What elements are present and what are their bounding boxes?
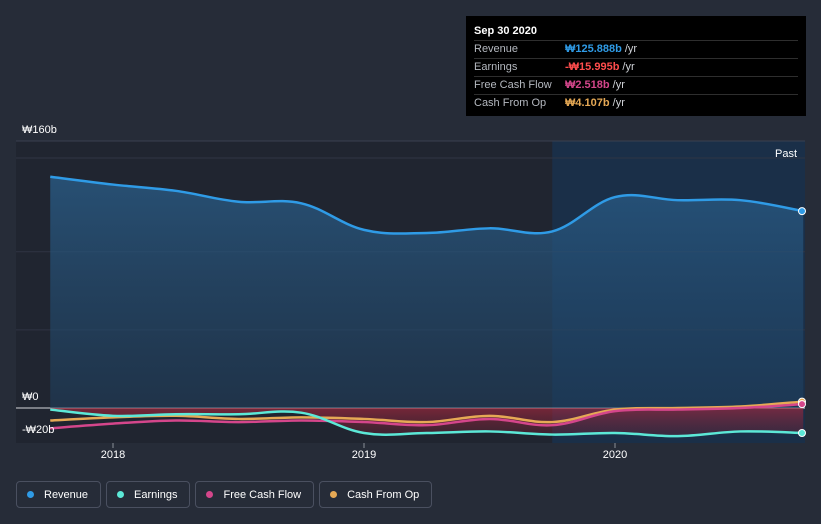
legend-item-cash-from-op[interactable]: Cash From Op (319, 481, 433, 508)
free-cash-flow-end-marker (798, 400, 806, 409)
legend-dot-icon (117, 491, 125, 498)
legend-label: Earnings (134, 488, 178, 501)
revenue-end-marker (798, 207, 806, 216)
x-tick-label: 2018 (101, 449, 125, 461)
tooltip: Sep 30 2020 Revenue ₩125.888b /yr Earnin… (466, 16, 806, 116)
legend-item-revenue[interactable]: Revenue (16, 481, 102, 508)
tooltip-row-free-cash-flow: Free Cash Flow ₩2.518b /yr (474, 76, 798, 94)
tooltip-label: Free Cash Flow (474, 79, 552, 91)
tooltip-value: ₩4.107b (565, 97, 610, 109)
y-axis-labels: ₩160b ₩0 -₩20b (22, 124, 57, 436)
legend-dot-icon (206, 491, 214, 498)
tooltip-unit: /yr (622, 61, 635, 73)
tooltip-value: -₩15.995b (565, 61, 620, 73)
tooltip-value: ₩125.888b (565, 43, 622, 55)
revenue-area (50, 176, 804, 408)
x-tick-label: 2020 (603, 449, 627, 461)
y-axis-label: ₩160b (22, 124, 57, 136)
legend-label: Cash From Op (347, 488, 420, 501)
tooltip-label: Earnings (474, 61, 518, 73)
legend-label: Free Cash Flow (223, 488, 302, 501)
tooltip-row-revenue: Revenue ₩125.888b /yr (474, 40, 798, 58)
y-axis-label: -₩20b (22, 424, 54, 436)
series-lines (50, 175, 804, 438)
tooltip-value: ₩2.518b (565, 79, 610, 91)
x-axis-ticks: 2018 2019 2020 (101, 443, 627, 461)
cash-from-op-line (50, 400, 804, 424)
series-end-markers (798, 207, 806, 437)
free-cash-flow-line (50, 402, 804, 430)
tooltip-date: Sep 30 2020 (474, 25, 537, 37)
x-tick-label: 2019 (352, 449, 376, 461)
legend-label: Revenue (44, 488, 89, 501)
tooltip-unit: /yr (612, 79, 625, 91)
legend-dot-icon (330, 491, 338, 498)
tooltip-label: Cash From Op (474, 97, 547, 109)
legend-dot-icon (27, 491, 34, 498)
tooltip-label: Revenue (474, 43, 519, 55)
y-axis-label: ₩0 (22, 391, 39, 403)
tooltip-unit: /yr (612, 97, 625, 109)
tooltip-row-cash-from-op: Cash From Op ₩4.107b /yr (474, 94, 798, 112)
legend-item-earnings[interactable]: Earnings (106, 481, 191, 508)
earnings-line (50, 408, 804, 438)
earnings-end-marker (798, 429, 806, 437)
past-label: Past (775, 148, 797, 160)
legend-item-free-cash-flow[interactable]: Free Cash Flow (195, 481, 315, 508)
legend: Revenue Earnings Free Cash Flow Cash Fro… (16, 481, 433, 508)
tooltip-row-earnings: Earnings -₩15.995b /yr (474, 58, 798, 76)
revenue-line (50, 175, 804, 235)
tooltip-unit: /yr (624, 43, 638, 55)
